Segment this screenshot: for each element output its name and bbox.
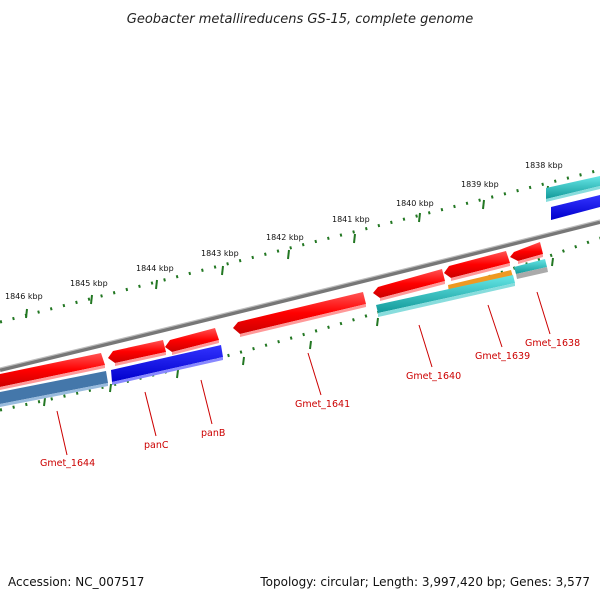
leader-lines <box>56 291 551 456</box>
gene-arrow-gmet-1641-shade <box>240 304 366 337</box>
forward-strand-genes <box>0 242 543 390</box>
leader-panb <box>200 379 213 425</box>
tick-1846 <box>25 308 28 319</box>
outer-tick-ring <box>0 168 600 324</box>
gene-arrow-panc <box>108 340 166 363</box>
genome-title: Geobacter metallireducens GS-15, complet… <box>127 12 473 27</box>
leader-gmet-1641 <box>307 352 322 396</box>
feature-steel-gmet-1644 <box>0 371 108 404</box>
gene-arrow-gmet-1638-shade <box>518 254 543 264</box>
leader-gmet-1639 <box>487 304 503 348</box>
kbp-label-1840: 1840 kbp <box>396 199 434 208</box>
gene-arrow-panb-shade <box>172 340 219 355</box>
tick-1841 <box>353 233 356 244</box>
kbp-label-1843: 1843 kbp <box>201 249 239 258</box>
gene-label-panb: panB <box>201 428 225 439</box>
feature-blue-pan <box>111 345 223 382</box>
feature-blue-pan-shade <box>112 357 223 385</box>
gene-arrow-gmet-1639 <box>444 251 510 278</box>
gene-feature-cyan-top <box>546 176 600 199</box>
kbp-label-1842: 1842 kbp <box>266 233 304 242</box>
gene-arrow-panc-shade <box>115 352 166 366</box>
tick-1839 <box>482 199 485 210</box>
tick-1844 <box>155 279 158 290</box>
accession-text: Accession: NC_007517 <box>8 575 144 589</box>
gene-arrow-gmet-1640 <box>373 269 445 298</box>
genome-backbone <box>0 220 600 372</box>
kbp-label-1846: 1846 kbp <box>5 292 43 301</box>
gene-labels: Gmet_1638 Gmet_1639 Gmet_1640 Gmet_1641 … <box>40 338 580 469</box>
kbp-label-1839: 1839 kbp <box>461 180 499 189</box>
gene-arrow-gmet-1638 <box>510 242 543 261</box>
genome-backbone-highlight <box>0 219 600 369</box>
inner-tick-c <box>376 317 379 327</box>
gene-label-gmet-1641: Gmet_1641 <box>295 399 350 410</box>
kbp-labels: 1838 kbp 1839 kbp 1840 kbp 1841 kbp 1842… <box>5 161 563 301</box>
tick-1843 <box>221 265 224 276</box>
leader-gmet-1644 <box>56 410 68 456</box>
gene-feature-blue-top <box>551 195 600 220</box>
feature-cyan-gmet-1638 <box>514 259 547 274</box>
gene-arrow-gmet-1644-shade <box>0 365 105 390</box>
gene-arrow-panb <box>165 328 219 352</box>
gene-label-gmet-1644: Gmet_1644 <box>40 458 95 469</box>
inner-tick-h <box>43 397 46 407</box>
gene-arrow-gmet-1641 <box>233 292 366 334</box>
kbp-label-1844: 1844 kbp <box>136 264 174 273</box>
gene-label-panc: panC <box>144 440 169 451</box>
gene-label-gmet-1638: Gmet_1638 <box>525 338 580 349</box>
leader-gmet-1638 <box>536 291 551 335</box>
gene-arrow-gmet-1644 <box>0 353 105 387</box>
feature-cyan-gmet-1640-shade <box>378 283 515 317</box>
kbp-label-1841: 1841 kbp <box>332 215 370 224</box>
inner-tick-e <box>242 356 245 366</box>
inner-tick-d <box>309 340 312 350</box>
gene-arrow-gmet-1639-shade <box>451 263 510 281</box>
inner-tick-a <box>551 257 554 267</box>
tick-1842 <box>287 249 290 260</box>
tick-1845 <box>90 294 93 305</box>
feature-cyan-gmet-1640 <box>376 275 515 313</box>
inner-strand-features <box>0 259 548 407</box>
leader-gmet-1640 <box>418 324 433 368</box>
gene-label-gmet-1639: Gmet_1639 <box>475 351 530 362</box>
kbp-label-1845: 1845 kbp <box>70 279 108 288</box>
feature-steel-gmet-1644-shade <box>0 383 108 407</box>
tick-1840 <box>418 212 421 223</box>
gene-feature-cyan-top-shade <box>546 186 600 202</box>
gene-label-gmet-1640: Gmet_1640 <box>406 371 461 382</box>
gene-arrow-gmet-1640-shade <box>380 281 445 301</box>
inner-tick-f <box>176 369 179 379</box>
genome-summary-text: Topology: circular; Length: 3,997,420 bp… <box>259 575 590 589</box>
inner-tick-g <box>109 383 112 393</box>
kbp-label-1838: 1838 kbp <box>525 161 563 170</box>
leader-panc <box>144 391 157 437</box>
feature-grey-gmet-1638 <box>516 267 548 279</box>
